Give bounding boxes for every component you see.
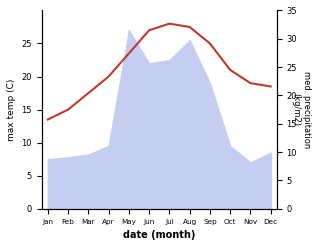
Y-axis label: med. precipitation
(kg/m2): med. precipitation (kg/m2) [292, 71, 311, 148]
Y-axis label: max temp (C): max temp (C) [7, 79, 16, 141]
X-axis label: date (month): date (month) [123, 230, 196, 240]
